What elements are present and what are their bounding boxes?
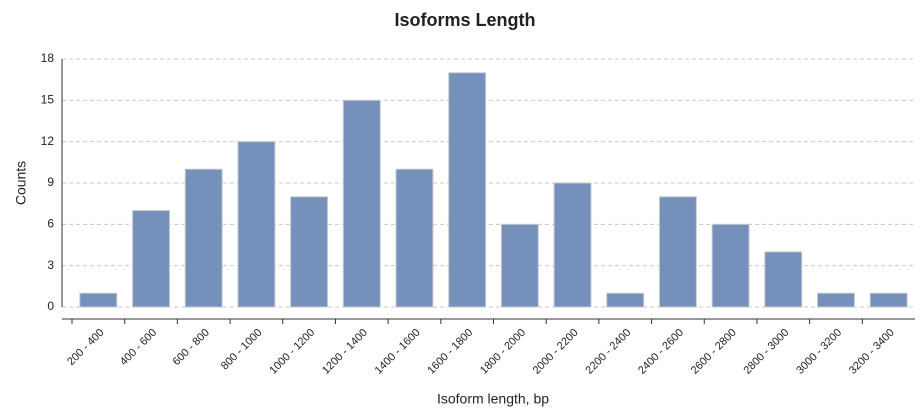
bar [553,182,592,308]
x-axis-label: Isoform length, bp [437,391,549,407]
y-tick-label: 0 [47,299,54,313]
y-tick-label: 9 [47,175,54,189]
x-tick-label: 2600 - 2800 [689,327,739,377]
x-tick-label: 800 - 1000 [219,327,265,373]
bar [711,223,750,308]
y-axis-label: Counts [13,161,29,205]
x-tick-label: 1400 - 1600 [373,327,423,377]
bar [448,72,487,308]
bar [79,292,118,308]
x-tick-label: 400 - 600 [118,327,159,368]
bar [869,292,908,308]
bar [658,196,697,308]
x-tick-label: 1000 - 1200 [267,327,317,377]
x-tick-label: 2400 - 2600 [636,327,686,377]
x-tick-label: 600 - 800 [171,327,212,368]
y-tick-label: 12 [41,134,55,148]
chart-title: Isoforms Length [394,10,535,30]
bar [184,168,223,308]
y-tick-label: 18 [41,51,55,65]
bar [290,196,329,308]
bar [817,292,855,308]
bar [237,141,276,308]
x-tick-label: 1600 - 1800 [425,327,475,377]
bar [395,168,434,308]
bar [606,292,645,308]
bar [764,251,803,308]
bar [500,223,539,308]
x-tick-label: 200 - 400 [65,327,106,368]
y-tick-label: 15 [41,93,55,107]
x-tick-label: 3200 - 3400 [847,327,897,377]
bar [342,99,381,308]
x-tick-label: 1800 - 2000 [478,327,528,377]
bar [132,210,170,308]
x-tick-label: 2800 - 3000 [741,327,791,377]
x-tick-label: 2200 - 2400 [583,327,633,377]
x-tick-label: 3000 - 3200 [794,327,844,377]
y-tick-label: 6 [47,217,54,231]
x-tick-label: 1200 - 1400 [320,327,370,377]
y-tick-label: 3 [47,258,54,272]
x-tick-label: 2000 - 2200 [531,327,581,377]
